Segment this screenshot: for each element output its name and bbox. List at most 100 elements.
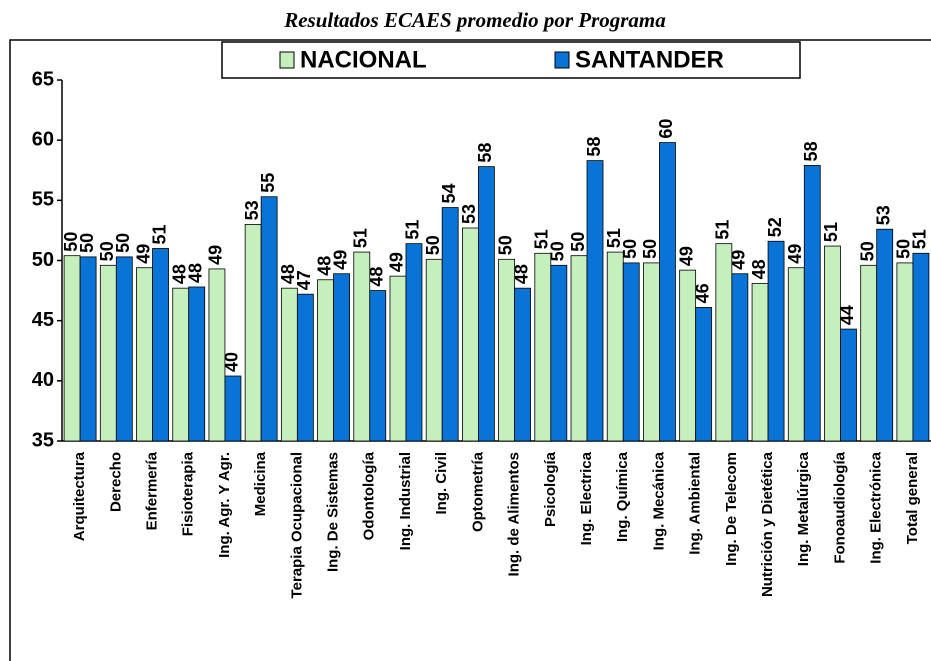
- legend-label: SANTANDER: [575, 46, 724, 73]
- x-tick-label: Arquitectura: [71, 451, 88, 541]
- data-label: 51: [403, 220, 423, 240]
- x-tick-label: Odontología: [361, 451, 378, 540]
- y-tick-label: 40: [32, 369, 54, 391]
- data-label: 49: [387, 252, 407, 272]
- data-label: 40: [222, 352, 242, 372]
- data-label: 50: [568, 232, 588, 252]
- data-label: 49: [206, 245, 226, 265]
- bar: [136, 267, 153, 442]
- bar: [824, 245, 841, 442]
- bar: [860, 264, 878, 442]
- x-tick-label: Nutrición y Dietética: [759, 451, 776, 597]
- data-label: 60: [656, 119, 676, 139]
- legend-label: NACIONAL: [300, 46, 427, 73]
- x-tick-label: Ing. Mecánica: [650, 451, 667, 550]
- data-label: 50: [620, 239, 640, 259]
- legend-swatch: [279, 51, 295, 69]
- bar: [477, 166, 495, 442]
- bar: [333, 273, 350, 442]
- x-tick-label: Ing. Metalúrgica: [795, 451, 812, 566]
- bar: [260, 196, 278, 442]
- data-label: 48: [314, 256, 334, 276]
- data-label: 48: [185, 263, 205, 283]
- data-label: 58: [801, 141, 821, 161]
- bar: [731, 273, 749, 442]
- bar: [570, 255, 588, 442]
- bar: [550, 264, 568, 442]
- x-tick-label: Ing. Ambiental: [687, 452, 704, 555]
- data-label: 49: [729, 250, 749, 270]
- y-tick-label: 45: [32, 309, 54, 331]
- data-label: 48: [367, 267, 387, 287]
- bar: [425, 258, 443, 442]
- data-label: 54: [439, 184, 459, 204]
- bar: [534, 252, 552, 442]
- data-label: 55: [258, 173, 278, 193]
- y-tick-label: 60: [32, 128, 54, 150]
- bar: [152, 248, 169, 442]
- data-label: 51: [821, 222, 841, 242]
- bar: [115, 256, 133, 442]
- data-label: 47: [294, 270, 314, 290]
- x-tick-label: Optometría: [469, 451, 486, 532]
- x-tick-label: Ing. Agr. Y Agr.: [216, 452, 233, 558]
- frame: [9, 39, 931, 661]
- bar: [751, 282, 769, 442]
- bar: [317, 279, 334, 442]
- x-tick-label: Psicología: [542, 451, 559, 527]
- bar: [244, 223, 262, 442]
- bar: [208, 268, 226, 442]
- data-label: 44: [837, 305, 857, 325]
- y-tick-label: 35: [32, 429, 54, 451]
- data-label: 50: [495, 235, 515, 255]
- bar: [876, 228, 894, 442]
- bar: [643, 262, 660, 442]
- data-label: 50: [61, 232, 81, 252]
- bar: [188, 286, 206, 442]
- bar: [99, 264, 117, 442]
- data-label: 48: [511, 264, 531, 284]
- x-tick-label: Medicina: [252, 451, 269, 516]
- data-label: 49: [676, 246, 696, 266]
- y-tick-label: 50: [32, 249, 54, 271]
- bar: [369, 290, 387, 442]
- data-label: 48: [169, 264, 189, 284]
- data-label: 49: [133, 244, 153, 264]
- data-label: 49: [330, 250, 350, 270]
- bar: [498, 258, 516, 442]
- data-label: 46: [692, 283, 712, 303]
- legend-swatch: [554, 51, 570, 69]
- bar: [224, 375, 242, 442]
- bar: [659, 142, 676, 442]
- bar: [79, 256, 97, 442]
- bar: [389, 275, 407, 442]
- bar: [695, 307, 713, 442]
- x-tick-label: Terapia Ocupacional: [288, 452, 305, 598]
- data-label: 50: [97, 241, 117, 261]
- bar: [63, 255, 81, 442]
- data-label: 53: [459, 204, 479, 224]
- bar: [803, 165, 821, 442]
- bar: [172, 287, 190, 442]
- x-tick-label: Ing. de Alimentos: [506, 452, 523, 576]
- x-tick-label: Fonoaudiología: [831, 451, 848, 563]
- bar: [896, 262, 914, 442]
- bar: [296, 293, 314, 442]
- data-label: 58: [475, 143, 495, 163]
- x-tick-label: Enfermería: [143, 451, 160, 530]
- x-tick-label: Ing. Industrial: [397, 452, 414, 550]
- data-label: 50: [113, 233, 133, 253]
- x-tick-label: Derecho: [107, 452, 124, 512]
- bar: [514, 287, 532, 442]
- x-tick-label: Ing. De Telecom: [723, 452, 740, 566]
- bar: [586, 160, 604, 442]
- data-label: 51: [910, 229, 930, 249]
- x-tick-label: Ing. Química: [614, 451, 631, 542]
- legend-box: [221, 41, 801, 79]
- bar: [840, 328, 857, 442]
- bar: [441, 207, 459, 442]
- chart-title: Resultados ECAES promedio por Programa: [283, 8, 666, 32]
- data-label: 51: [351, 228, 371, 248]
- bar: [767, 240, 785, 442]
- bar: [787, 267, 805, 442]
